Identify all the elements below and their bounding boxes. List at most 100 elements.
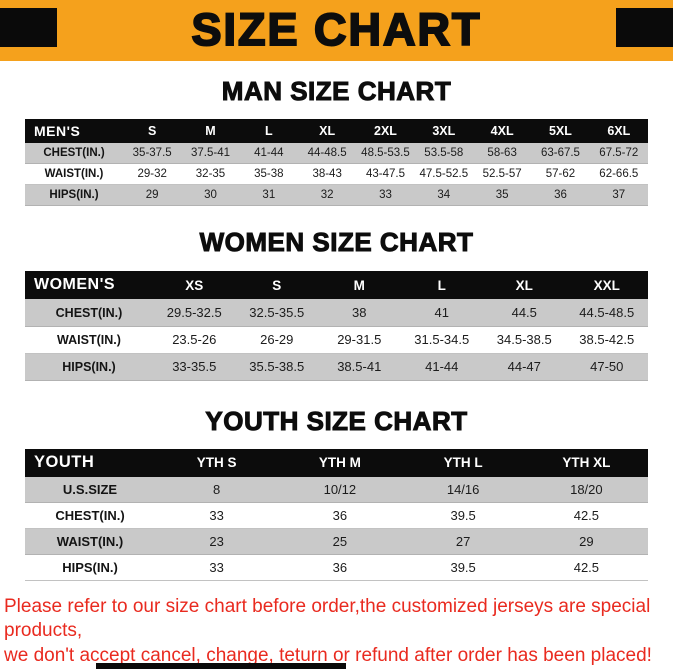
size-column-header: 2XL: [356, 118, 415, 143]
size-value: 32.5-35.5: [235, 299, 318, 327]
women-size-table: WOMEN'S XS S M L XL XXL CHEST(IN.) 29.5-32.5 32.…: [25, 271, 648, 381]
disclaimer-text: Please refer to our size chart before or…: [0, 595, 673, 668]
banner-corner-left-decoration: [0, 8, 57, 47]
size-value: 42.5: [524, 554, 648, 582]
measurement-row: HIPS(IN.) 33-35.5 35.5-38.5 38.5-41 41-44 44-…: [25, 353, 648, 381]
size-value: 34.5-38.5: [483, 326, 566, 354]
size-value: 30: [181, 184, 240, 207]
size-column-header: XS: [153, 271, 236, 300]
size-column-header: 6XL: [589, 118, 648, 143]
size-value: 35.5-38.5: [235, 353, 318, 381]
size-value: 32: [297, 184, 357, 207]
size-value: 39.5: [401, 554, 525, 582]
size-column-header: 4XL: [472, 118, 532, 143]
row-label: HIPS(IN.): [25, 353, 153, 381]
size-column-header: YTH L: [401, 448, 525, 477]
size-column-header: S: [235, 271, 318, 300]
size-value: 42.5: [524, 502, 648, 530]
size-value: 38.5-41: [318, 353, 401, 381]
table-title-cell: WOMEN'S: [25, 271, 153, 300]
size-value: 38: [318, 299, 401, 327]
size-value: 52.5-57: [472, 163, 532, 186]
row-label: U.S.SIZE: [25, 476, 155, 504]
size-value: 44.5: [483, 299, 566, 327]
section-women: WOMEN SIZE CHART WOMEN'S XS S M L XL XXL CHEST…: [0, 227, 673, 381]
size-value: 29.5-32.5: [153, 299, 236, 327]
size-column-header: S: [123, 118, 182, 143]
men-table-header: MEN'S S M L XL 2XL 3XL 4XL 5XL 6XL: [25, 118, 648, 143]
size-column-header: YTH M: [278, 448, 402, 477]
size-value: 26-29: [235, 326, 318, 354]
row-label: CHEST(IN.): [25, 502, 155, 530]
size-value: 44.5-48.5: [565, 299, 648, 327]
size-value: 53.5-58: [414, 142, 473, 165]
size-column-header: L: [239, 118, 298, 143]
measurement-row: CHEST(IN.) 35-37.5 37.5-41 41-44 44-48.5 48.5…: [25, 142, 648, 165]
size-value: 31.5-34.5: [400, 326, 483, 354]
size-value: 39.5: [401, 502, 525, 530]
size-value: 44-48.5: [297, 142, 357, 165]
row-label: CHEST(IN.): [25, 142, 123, 165]
size-value: 35-37.5: [123, 142, 182, 165]
size-value: 35-38: [239, 163, 298, 186]
size-column-header: XL: [297, 118, 357, 143]
row-label: HIPS(IN.): [25, 184, 123, 207]
size-value: 36: [531, 184, 590, 207]
size-value: 23.5-26: [153, 326, 236, 354]
size-value: 37.5-41: [181, 142, 240, 165]
size-value: 41: [400, 299, 483, 327]
size-column-header: 3XL: [414, 118, 473, 143]
section-men: MAN SIZE CHART MEN'S S M L XL 2XL 3XL 4XL 5XL 6XL…: [0, 76, 673, 207]
measurement-row: HIPS(IN.) 29 30 31 32 33 34 35 36 37: [25, 184, 648, 207]
size-value: 41-44: [239, 142, 298, 165]
row-label: CHEST(IN.): [25, 299, 153, 327]
men-size-table: MEN'S S M L XL 2XL 3XL 4XL 5XL 6XL CHEST(IN.) 35-3…: [25, 118, 648, 207]
row-label: HIPS(IN.): [25, 554, 155, 582]
size-value: 8: [155, 476, 279, 504]
header-row: WOMEN'S XS S M L XL XXL: [25, 271, 648, 300]
banner-corner-right-decoration: [616, 8, 673, 47]
banner: SIZE CHART: [0, 0, 673, 61]
size-value: 29-31.5: [318, 326, 401, 354]
size-value: 18/20: [524, 476, 648, 504]
size-value: 44-47: [483, 353, 566, 381]
size-value: 41-44: [400, 353, 483, 381]
youth-table-body: U.S.SIZE 8 10/12 14/16 18/20 CHEST(IN.) 33 36 39…: [25, 476, 648, 582]
youth-table-header: YOUTH YTH S YTH M YTH L YTH XL: [25, 448, 648, 477]
youth-section-heading: YOUTH SIZE CHART: [205, 405, 468, 436]
measurement-row: U.S.SIZE 8 10/12 14/16 18/20: [25, 476, 648, 504]
section-youth: YOUTH SIZE CHART YOUTH YTH S YTH M YTH L YTH…: [0, 405, 673, 582]
size-value: 33-35.5: [153, 353, 236, 381]
size-value: 47.5-52.5: [414, 163, 473, 186]
size-column-header: 5XL: [531, 118, 590, 143]
size-value: 29: [123, 184, 182, 207]
size-column-header: L: [400, 271, 483, 300]
size-column-header: YTH S: [155, 448, 279, 477]
size-value: 37: [589, 184, 648, 207]
measurement-row: WAIST(IN.) 23 25 27 29: [25, 528, 648, 556]
size-value: 29: [524, 528, 648, 556]
size-value: 36: [278, 502, 402, 530]
size-value: 27: [401, 528, 525, 556]
size-column-header: XL: [483, 271, 566, 300]
size-value: 33: [155, 502, 279, 530]
size-value: 47-50: [565, 353, 648, 381]
size-value: 62-66.5: [589, 163, 648, 186]
size-value: 33: [155, 554, 279, 582]
size-value: 32-35: [181, 163, 240, 186]
women-table-header: WOMEN'S XS S M L XL XXL: [25, 271, 648, 300]
disclaimer-line-1: Please refer to our size chart before or…: [4, 596, 651, 642]
size-value: 43-47.5: [356, 163, 415, 186]
size-value: 14/16: [401, 476, 525, 504]
size-value: 35: [472, 184, 532, 207]
size-value: 38.5-42.5: [565, 326, 648, 354]
bottom-edge-decoration: [96, 663, 346, 669]
size-column-header: YTH XL: [524, 448, 648, 477]
measurement-row: HIPS(IN.) 33 36 39.5 42.5: [25, 554, 648, 582]
men-section-heading: MAN SIZE CHART: [221, 76, 452, 107]
size-column-header: XXL: [565, 271, 648, 300]
size-value: 48.5-53.5: [356, 142, 415, 165]
women-table-body: CHEST(IN.) 29.5-32.5 32.5-35.5 38 41 44.5 44.5…: [25, 299, 648, 381]
size-column-header: M: [181, 118, 240, 143]
table-title-cell: MEN'S: [25, 118, 123, 143]
